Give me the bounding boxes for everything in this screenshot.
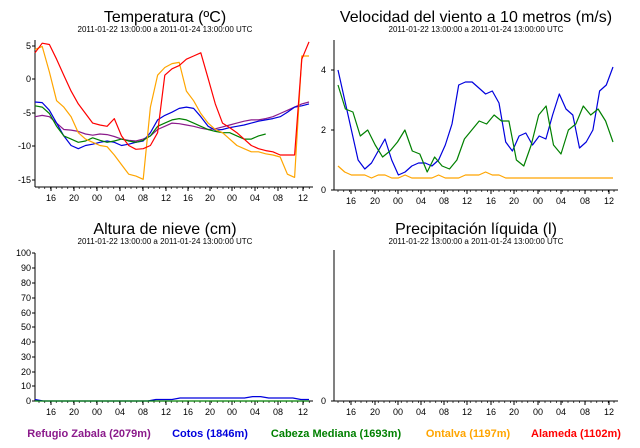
wind-y-tick-label: 0	[321, 185, 326, 195]
snow-x-tick-label: 20	[69, 407, 79, 417]
snow-x-tick-label: 12	[298, 407, 308, 417]
rain-x-tick-label: 08	[580, 407, 590, 417]
rain-x-tick-label: 00	[533, 407, 543, 417]
rain-chart-title: Precipitación líquida (l)	[395, 221, 557, 238]
snow-y-tick-label: 10	[21, 381, 31, 391]
wind-series-line-cm	[337, 84, 614, 173]
wind-y-tick-label: 2	[321, 125, 326, 135]
rain-x-tick-label: 16	[486, 407, 496, 417]
snow-y-tick-label: 100	[16, 248, 31, 258]
rain-x-tick-label: 00	[393, 407, 403, 417]
temp-x-tick-label: 20	[205, 193, 215, 203]
temp-x-tick-label: 20	[69, 193, 79, 203]
snow-y-tick-label: 0	[26, 396, 31, 406]
wind-x-tick-label: 20	[509, 196, 519, 206]
temp-x-tick-label: 08	[138, 193, 148, 203]
snow-x-tick-label: 16	[183, 407, 193, 417]
wind-chart-title: Velocidad del viento a 10 metros (m/s)	[340, 9, 612, 26]
temp-x-tick-label: 08	[273, 193, 283, 203]
temp-y-tick-label: -5	[23, 108, 31, 118]
wind-x-tick-label: 08	[439, 196, 449, 206]
temp-series-line-cm	[34, 105, 266, 143]
snow-chart-subtitle: 2011-01-22 13:00:00 a 2011-01-24 13:00:0…	[78, 237, 253, 246]
legend-item-cotos: Cotos (1846m)	[172, 428, 248, 440]
wind-x-tick-label: 12	[462, 196, 472, 206]
temp-y-tick-label: -10	[18, 141, 31, 151]
wind-y-tick-label: 4	[321, 65, 326, 75]
wind-series-line-co	[337, 66, 614, 176]
rain-x-tick-label: 08	[439, 407, 449, 417]
wind-x-tick-label: 00	[393, 196, 403, 206]
wind-x-tick-label: 16	[486, 196, 496, 206]
rain-x-tick-label: 12	[462, 407, 472, 417]
wind-x-tick-label: 04	[416, 196, 426, 206]
snow-y-tick-label: 80	[21, 278, 31, 288]
wind-x-tick-label: 12	[604, 196, 614, 206]
snow-x-tick-label: 08	[138, 407, 148, 417]
snow-y-tick-label: 50	[21, 322, 31, 332]
wind-x-tick-label: 16	[346, 196, 356, 206]
wind-x-tick-label: 20	[370, 196, 380, 206]
snow-x-tick-label: 16	[46, 407, 56, 417]
temp-series-line-rz	[34, 101, 310, 142]
snow-y-tick-label: 90	[21, 263, 31, 273]
snow-x-tick-label: 04	[115, 407, 125, 417]
snow-x-tick-label: 20	[205, 407, 215, 417]
snow-x-tick-label: 04	[250, 407, 260, 417]
temp-series-line-co	[34, 101, 310, 150]
legend: Refugio Zabala (2079m) Cotos (1846m) Cab…	[0, 428, 640, 446]
wind-x-tick-label: 08	[580, 196, 590, 206]
legend-item-refugio-zabala: Refugio Zabala (2079m)	[27, 428, 151, 440]
snow-y-tick-label: 60	[21, 308, 31, 318]
temp-chart-title: Temperatura (ºC)	[104, 9, 226, 26]
rain-x-tick-label: 20	[370, 407, 380, 417]
temp-x-tick-label: 00	[227, 193, 237, 203]
snow-y-tick-label: 20	[21, 367, 31, 377]
temp-series-line-al	[34, 41, 310, 156]
rain-x-tick-label: 04	[556, 407, 566, 417]
rain-x-tick-label: 04	[416, 407, 426, 417]
temp-chart-subtitle: 2011-01-22 13:00:00 a 2011-01-24 13:00:0…	[78, 25, 253, 34]
temp-y-tick-label: 0	[26, 74, 31, 84]
temp-x-tick-label: 00	[92, 193, 102, 203]
temp-series-line-on	[34, 45, 309, 180]
wind-series-line-on	[337, 165, 613, 179]
snow-chart-title: Altura de nieve (cm)	[93, 221, 236, 238]
snow-x-tick-label: 00	[92, 407, 102, 417]
wind-x-tick-label: 04	[556, 196, 566, 206]
snow-x-tick-label: 12	[161, 407, 171, 417]
snow-y-tick-label: 40	[21, 337, 31, 347]
temp-y-tick-label: 5	[26, 41, 31, 51]
temp-x-tick-label: 04	[250, 193, 260, 203]
rain-x-tick-label: 20	[509, 407, 519, 417]
legend-item-cabeza-mediana: Cabeza Mediana (1693m)	[270, 428, 402, 440]
rain-y-tick-label: 0	[321, 396, 326, 406]
temp-y-tick-label: -15	[18, 175, 31, 185]
rain-x-tick-label: 16	[346, 407, 356, 417]
temp-x-tick-label: 16	[46, 193, 56, 203]
legend-item-ontalva: Ontalva (1197m)	[425, 428, 511, 440]
temp-x-tick-label: 04	[115, 193, 125, 203]
snow-series-line-co	[34, 396, 309, 402]
snow-x-tick-label: 00	[227, 407, 237, 417]
legend-item-alameda: Alameda (1102m)	[531, 428, 621, 440]
wind-chart-subtitle: 2011-01-22 13:00:00 a 2011-01-24 13:00:0…	[389, 25, 564, 34]
temp-x-tick-label: 16	[183, 193, 193, 203]
wind-x-tick-label: 00	[533, 196, 543, 206]
rain-x-tick-label: 12	[604, 407, 614, 417]
temp-x-tick-label: 12	[298, 193, 308, 203]
snow-y-tick-label: 70	[21, 293, 31, 303]
snow-x-tick-label: 08	[273, 407, 283, 417]
temp-x-tick-label: 12	[161, 193, 171, 203]
rain-chart-subtitle: 2011-01-22 13:00:00 a 2011-01-24 13:00:0…	[389, 237, 564, 246]
snow-y-tick-label: 30	[21, 352, 31, 362]
